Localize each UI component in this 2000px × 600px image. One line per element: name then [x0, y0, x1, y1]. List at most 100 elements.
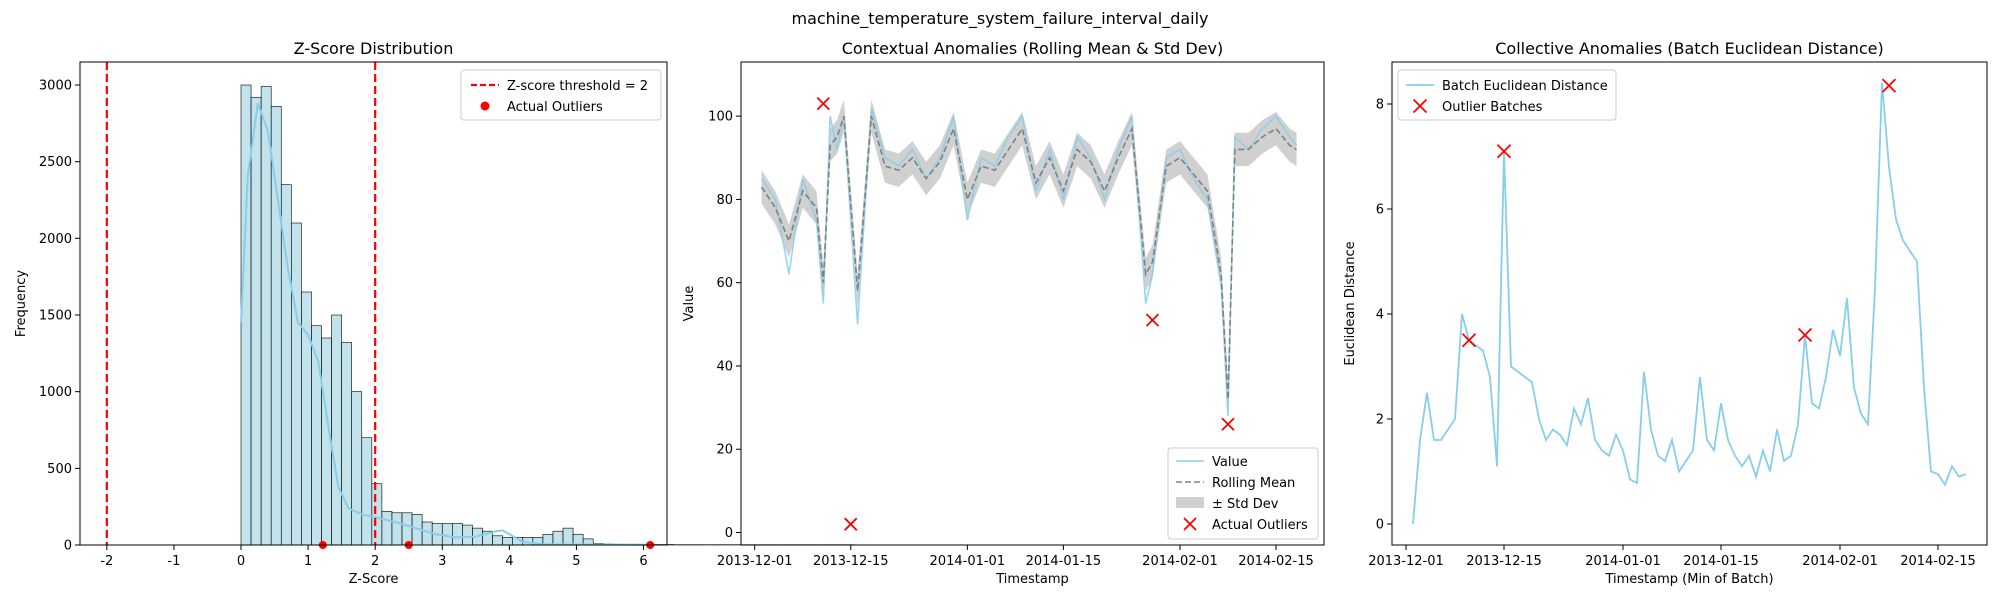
value-line [760, 107, 1298, 416]
y-tick-label: 2000 [39, 232, 72, 247]
legend-threshold-label: Z-score threshold = 2 [507, 79, 648, 94]
x-tick-label: 2014-02-15 [1238, 554, 1314, 569]
panel-title: Z-Score Distribution [294, 39, 454, 58]
y-tick-label: 80 [716, 193, 733, 208]
histogram-bar [492, 535, 503, 546]
y-tick-label: 20 [716, 443, 733, 458]
axes-frame [740, 61, 1325, 546]
legend-band-swatch [1176, 497, 1204, 508]
x-tick-label: 2013-12-01 [1368, 554, 1444, 569]
outlier-marker [1145, 313, 1160, 327]
y-tick-label: 100 [708, 110, 733, 125]
y-tick-label: 40 [716, 359, 733, 374]
legend: Value Rolling Mean ± Std Dev Actual Outlier… [1167, 447, 1319, 540]
x-marker-stroke [1797, 327, 1813, 343]
histogram-bar [562, 527, 574, 546]
kde-curve [240, 103, 651, 546]
legend-mean-label: Rolling Mean [1212, 476, 1295, 491]
outlier-marker [844, 517, 858, 531]
legend-outlier-label: Actual Outliers [507, 100, 603, 115]
x-marker-stroke [1145, 313, 1160, 327]
histogram-bar [381, 510, 393, 546]
x-marker-stroke [1412, 98, 1428, 114]
outlier-batch-marker [1881, 78, 1897, 93]
contextual-anomalies-panel: 2013-12-01 2013-12-15 2014-01-01 2014-01-15… [682, 39, 1325, 587]
histogram-bar [462, 524, 473, 546]
collective-anomalies-panel: 2013-12-01 2013-12-15 2014-01-01 2014-01-15… [1343, 39, 1988, 587]
y-tick-label: 60 [716, 276, 733, 291]
y-axis-label: Euclidean Distance [1343, 241, 1358, 365]
x-tick-label: 2014-01-15 [1683, 554, 1759, 569]
legend-frame [1167, 447, 1319, 540]
legend: Batch Euclidean Distance Outlier Batches [1397, 69, 1617, 121]
axes-frame [1391, 61, 1988, 546]
x-tick-label: 2013-12-01 [717, 554, 793, 569]
x-tick-label: 2014-02-01 [1802, 554, 1878, 569]
x-tick-label: 4 [505, 554, 513, 569]
legend-band-label: ± Std Dev [1212, 497, 1279, 512]
y-tick-label: 2 [1376, 413, 1384, 428]
x-tick-label: 3 [438, 554, 446, 569]
histogram-bar [240, 84, 252, 546]
x-tick-label: -1 [167, 554, 180, 569]
histogram-bar [291, 222, 302, 546]
x-tick-label: 2014-02-01 [1142, 554, 1218, 569]
x-tick-label: 5 [572, 554, 580, 569]
rolling-mean-line [760, 115, 1297, 400]
histogram-bar [502, 537, 514, 546]
x-marker-stroke [1461, 333, 1477, 348]
x-tick-label: 2 [371, 554, 379, 569]
histogram-bar [371, 483, 383, 546]
x-marker-stroke [1221, 417, 1235, 431]
legend-outlier-swatch [1412, 98, 1428, 114]
outlier-batch-marker [1461, 333, 1477, 348]
y-tick-label: 4 [1376, 308, 1384, 323]
histogram-bar [250, 96, 262, 546]
axes-frame [79, 61, 668, 546]
y-tick-label: 1500 [39, 309, 72, 324]
legend-frame [460, 69, 662, 121]
y-tick-label: 2500 [39, 155, 72, 170]
y-tick-label: 1000 [39, 385, 72, 400]
panel-title: Contextual Anomalies (Rolling Mean & Std… [842, 39, 1224, 58]
histogram-bar [552, 530, 564, 546]
histogram-bar [441, 523, 453, 546]
histogram-bar [341, 342, 352, 546]
x-tick-label: -2 [100, 554, 113, 569]
y-tick-label: 0 [64, 539, 72, 554]
x-tick-label: 2014-01-15 [1026, 554, 1102, 569]
y-tick-label: 3000 [39, 79, 72, 94]
legend-line-label: Batch Euclidean Distance [1442, 79, 1608, 94]
histogram-bar [270, 106, 282, 546]
x-tick-label: 1 [304, 554, 312, 569]
x-marker-stroke [1496, 144, 1512, 159]
y-axis-label: Frequency [14, 270, 29, 337]
y-tick-label: 500 [47, 462, 72, 477]
histogram-bar [401, 512, 413, 546]
x-axis-label: Z-Score [349, 572, 399, 587]
legend-frame [1397, 69, 1617, 121]
outlier-marker [816, 97, 830, 111]
x-marker-stroke [844, 517, 858, 531]
x-tick-label: 6 [639, 554, 647, 569]
panel-title: Collective Anomalies (Batch Euclidean Di… [1495, 39, 1884, 58]
outlier-batch-marker [1797, 327, 1813, 343]
histogram-bar [361, 437, 373, 546]
x-tick-label: 2013-12-15 [1466, 554, 1542, 569]
x-axis-label: Timestamp (Min of Batch) [1604, 572, 1773, 587]
legend-outlier-label: Actual Outliers [1212, 518, 1308, 533]
x-tick-label: 2014-01-01 [930, 554, 1006, 569]
x-marker-stroke [1881, 78, 1897, 93]
histogram-bar [260, 86, 272, 546]
x-tick-label: 0 [237, 554, 245, 569]
euclidean-distance-line [1412, 82, 1967, 525]
y-tick-label: 0 [725, 526, 733, 541]
x-tick-label: 2013-12-15 [813, 554, 889, 569]
histogram-bar [572, 533, 584, 546]
legend-value-label: Value [1212, 455, 1248, 470]
x-axis-label: Timestamp [995, 572, 1069, 587]
x-tick-label: 2014-01-01 [1585, 554, 1661, 569]
zscore-distribution-panel: -2 -1 0 1 2 3 4 5 6050010001500200025003000Z-Sco… [14, 39, 856, 587]
outlier-batch-marker [1496, 144, 1512, 159]
